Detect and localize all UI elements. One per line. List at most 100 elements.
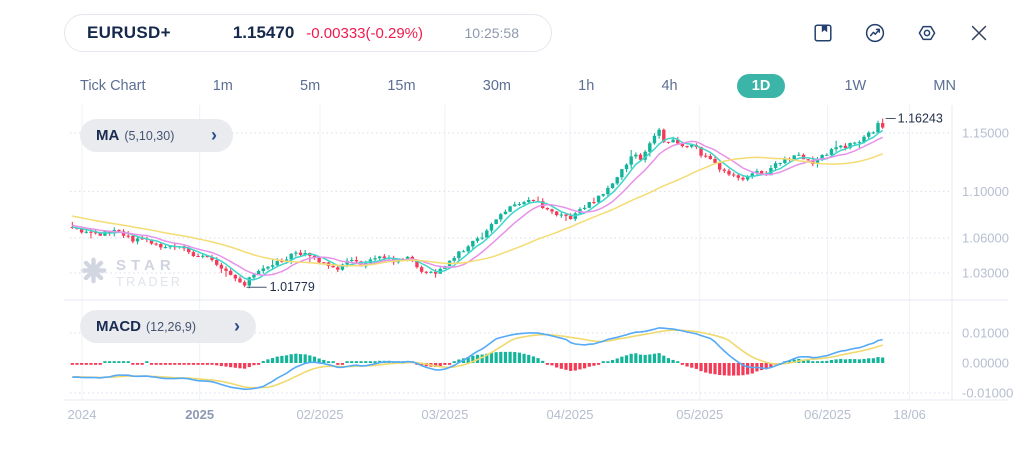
ma-indicator-name: MA (96, 127, 120, 144)
symbol-info-pill[interactable]: EURUSD+ 1.15470 -0.00333(-0.29%) 10:25:5… (64, 14, 552, 52)
macd-histogram-bar (592, 363, 596, 366)
candle (568, 213, 573, 220)
macd-histogram-bar (303, 354, 307, 363)
macd-histogram-bar (219, 363, 223, 367)
price-tick-label: 1.15000 (962, 126, 1009, 141)
settings-icon[interactable] (916, 22, 938, 44)
candle (727, 168, 731, 177)
watermark: STAR TRADER (80, 257, 182, 289)
macd-histogram-bar (257, 363, 261, 365)
candle (517, 201, 522, 206)
overlay-line-ma5 (72, 129, 884, 281)
candle (210, 254, 214, 262)
candle (461, 249, 466, 253)
macd-histogram-bar (247, 363, 251, 368)
candle (466, 244, 470, 254)
macd-histogram-bar (499, 351, 503, 363)
macd-histogram-bar (280, 355, 284, 363)
grid-layer (64, 105, 1008, 401)
axis-labels-layer: 1.15000 1.10000 1.06000 1.03000 0.01000 0.000… (68, 126, 1014, 423)
macd-histogram-bar (233, 363, 237, 368)
candle (731, 172, 736, 178)
macd-histogram-bar (177, 363, 182, 365)
candle (708, 153, 713, 160)
macd-histogram-bar (289, 354, 293, 363)
candle (867, 131, 871, 140)
macd-histogram-bar (634, 353, 638, 363)
macd-histogram-bar (368, 361, 372, 363)
candle (135, 237, 140, 245)
macd-histogram-bar (815, 361, 820, 363)
tab-mn[interactable]: MN (933, 78, 956, 94)
macd-histogram-bar (657, 353, 661, 363)
star-logo-icon (80, 257, 107, 289)
macd-histogram-bar (759, 363, 764, 371)
macd-histogram-bar (736, 363, 740, 376)
macd-histogram-bar (527, 354, 531, 363)
macd-histogram-bar (243, 363, 247, 369)
candle (298, 249, 303, 257)
macd-histogram-bar (135, 363, 140, 365)
candle (657, 127, 661, 139)
macd-histogram-bar (80, 363, 84, 365)
tab-4h[interactable]: 4h (661, 78, 678, 94)
chevron-right-icon: › (211, 124, 217, 145)
macd-histogram-bar (364, 361, 368, 363)
tab-30m[interactable]: 30m (482, 78, 511, 94)
macd-histogram-bar (722, 363, 726, 376)
tab-1d[interactable]: 1D (736, 74, 786, 98)
macd-histogram-bar (312, 356, 317, 363)
macd-histogram-bar (359, 361, 363, 363)
macd-indicator-button[interactable]: MACD (12,26,9) › (80, 310, 256, 343)
macd-histogram-bar (676, 361, 680, 363)
macd-histogram-bar (140, 363, 144, 365)
tab-1h[interactable]: 1h (578, 78, 595, 94)
candle (256, 269, 261, 275)
tab-1w[interactable]: 1W (844, 78, 867, 94)
macd-histogram-bar (680, 363, 685, 365)
close-icon[interactable] (968, 22, 990, 44)
candle (266, 266, 270, 270)
candle (261, 265, 265, 274)
candle (559, 211, 564, 218)
candle (126, 231, 130, 239)
macd-histogram-bar (601, 361, 605, 363)
candle (582, 204, 587, 210)
macd-histogram-bar (420, 363, 424, 366)
indicators-icon[interactable] (864, 22, 886, 44)
macd-histogram-bar (825, 360, 829, 363)
macd-histogram-bar (350, 361, 354, 363)
ma-overlays-layer (72, 129, 884, 281)
macd-histogram-bar (336, 363, 340, 365)
macd-histogram-bar (867, 358, 871, 363)
tab-1m[interactable]: 1m (212, 78, 233, 94)
macd-histogram-bar (704, 363, 708, 373)
candle (806, 158, 810, 161)
macd-tick-label: -0.01000 (962, 386, 1013, 401)
macd-histogram-bar (732, 363, 736, 376)
save-icon[interactable] (812, 22, 834, 44)
macd-histogram-bar (224, 363, 228, 367)
candle (429, 270, 433, 274)
candle (457, 250, 461, 261)
tab-tick-chart[interactable]: Tick Chart (80, 78, 146, 94)
macd-histogram-bar (322, 359, 326, 363)
tab-5m[interactable]: 5m (300, 78, 321, 94)
tab-15m[interactable]: 15m (387, 78, 416, 94)
watermark-line2: TRADER (116, 275, 183, 289)
candle (741, 176, 745, 182)
macd-histogram-bar (163, 363, 168, 365)
ma-indicator-button[interactable]: MA (5,10,30) › (80, 119, 233, 152)
macd-histogram-bar (466, 357, 470, 363)
macd-histogram-bar (624, 355, 629, 363)
candle (196, 253, 200, 258)
candle (610, 182, 615, 189)
candle (247, 276, 251, 289)
macd-histogram-bar (806, 360, 810, 363)
macd-histogram-bar (340, 363, 345, 365)
candle (550, 208, 554, 215)
macd-histogram-bar (583, 363, 587, 369)
macd-histogram-bar (513, 352, 517, 363)
candle (750, 172, 754, 179)
